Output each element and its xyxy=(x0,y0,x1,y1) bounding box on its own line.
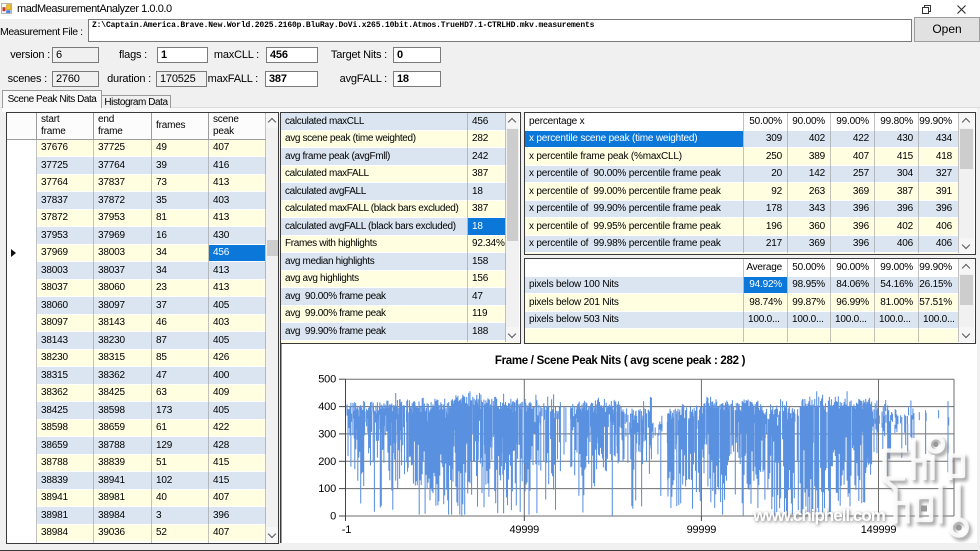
svg-text:www.chiphell.com: www.chiphell.com xyxy=(752,506,886,525)
svg-text:www.chiphell.com: www.chiphell.com xyxy=(753,507,887,526)
svg-text:-1: -1 xyxy=(342,524,351,536)
svg-text:49999: 49999 xyxy=(510,524,540,536)
svg-text:149999: 149999 xyxy=(861,524,897,536)
svg-text:300: 300 xyxy=(318,428,336,440)
svg-text:99999: 99999 xyxy=(687,524,717,536)
svg-text:200: 200 xyxy=(318,456,336,468)
svg-text:Frame / Scene Peak Nits ( avg: Frame / Scene Peak Nits ( avg scene peak… xyxy=(495,355,746,367)
svg-text:400: 400 xyxy=(318,401,336,413)
svg-text:0: 0 xyxy=(330,511,336,523)
svg-text:500: 500 xyxy=(318,374,336,386)
svg-text:100: 100 xyxy=(318,483,336,495)
